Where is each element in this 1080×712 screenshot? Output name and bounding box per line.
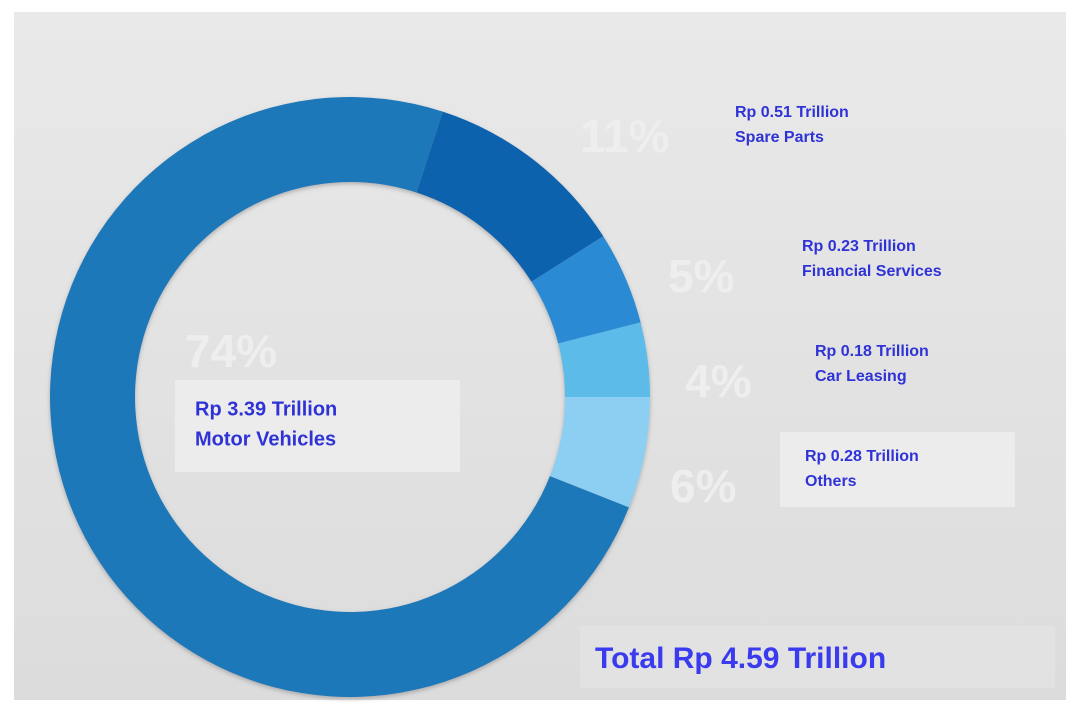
category-label: Motor Vehicles <box>195 428 336 450</box>
label-box <box>175 380 460 472</box>
percent-label: 4% <box>685 355 751 407</box>
category-label: Spare Parts <box>735 129 824 146</box>
amount-label: Rp 0.51 Trillion <box>735 104 849 121</box>
category-label: Car Leasing <box>815 368 907 385</box>
category-label: Financial Services <box>802 263 942 280</box>
total-label: Total Rp 4.59 Trillion <box>595 642 886 675</box>
donut <box>50 97 650 698</box>
label-box <box>780 432 1015 507</box>
amount-label: Rp 3.39 Trillion <box>195 398 337 420</box>
segment <box>531 236 641 344</box>
segment <box>549 397 650 508</box>
segment <box>558 322 650 397</box>
total-box <box>580 626 1055 688</box>
segment <box>50 97 629 698</box>
amount-label: Rp 0.28 Trillion <box>805 448 919 465</box>
percent-label: 11% <box>580 110 670 162</box>
percent-label: 74% <box>185 325 277 377</box>
segment <box>416 111 604 282</box>
category-label: Others <box>805 473 857 490</box>
percent-label: 5% <box>668 250 734 302</box>
amount-label: Rp 0.23 Trillion <box>802 238 916 255</box>
amount-label: Rp 0.18 Trillion <box>815 343 929 360</box>
percent-label: 6% <box>670 460 736 512</box>
